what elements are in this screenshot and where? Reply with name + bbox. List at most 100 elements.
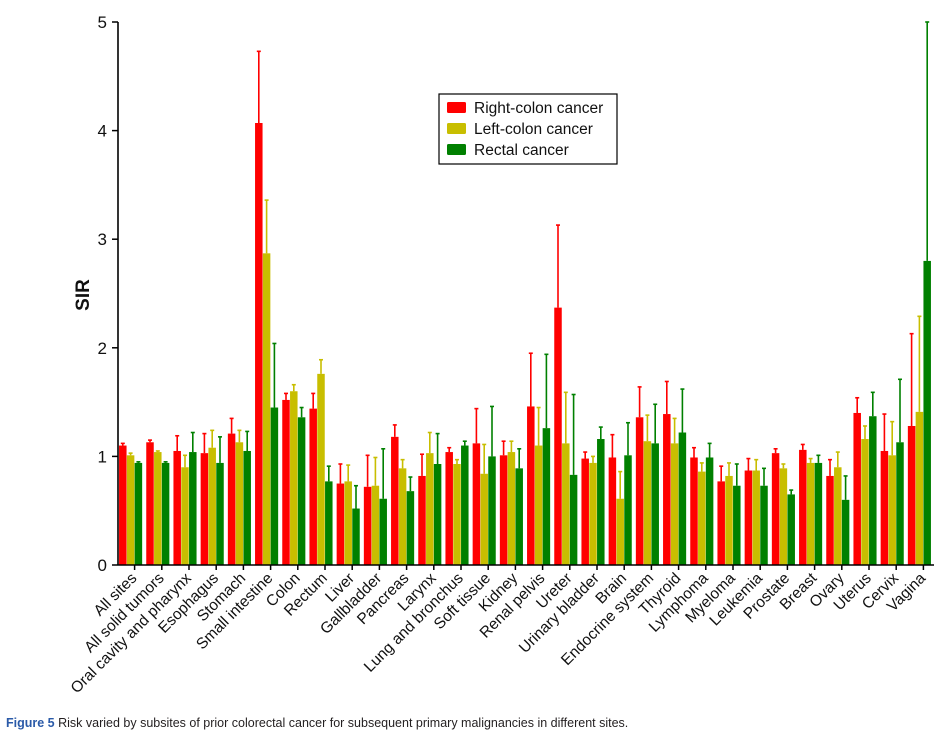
bar-left-colon-cancer-stomach — [235, 442, 244, 565]
bar-rectal-cancer-myeloma — [733, 485, 741, 565]
bar-right-colon-cancer-vagina — [907, 425, 916, 565]
y-tick-label: 3 — [98, 230, 107, 249]
bar-left-colon-cancer-oral-cavity-and-pharynx — [181, 467, 189, 565]
bar-left-colon-cancer-small-intestine — [262, 253, 271, 565]
bar-right-colon-cancer-stomach — [227, 433, 236, 565]
bar-rectal-cancer-oral-cavity-and-pharynx — [189, 452, 197, 565]
bar-rectal-cancer-pancreas — [406, 491, 415, 565]
y-tick-label: 4 — [98, 122, 107, 141]
bar-right-colon-cancer-small-intestine — [255, 123, 263, 565]
bar-rectal-cancer-liver — [352, 508, 360, 565]
caption-text: Risk varied by subsites of prior colorec… — [54, 716, 629, 730]
legend-swatch-right-colon-cancer — [447, 102, 466, 113]
bar-right-colon-cancer-renal-pelvis — [527, 406, 535, 565]
bar-rectal-cancer-ovary — [841, 499, 850, 565]
bar-rectal-cancer-colon — [297, 417, 306, 565]
bar-rectal-cancer-ureter — [569, 474, 578, 565]
bar-right-colon-cancer-prostate — [771, 453, 780, 565]
bar-right-colon-cancer-uterus — [853, 412, 861, 565]
bar-rectal-cancer-breast — [814, 462, 823, 565]
y-tick-label: 1 — [98, 447, 107, 466]
bar-right-colon-cancer-leukemia — [744, 470, 753, 565]
bar-right-colon-cancer-soft-tissue — [472, 443, 481, 565]
bar-rectal-cancer-soft-tissue — [488, 456, 496, 565]
y-tick-label: 2 — [98, 339, 107, 358]
bar-rectal-cancer-larynx — [433, 464, 442, 565]
error-bars-layer — [120, 21, 930, 509]
bar-left-colon-cancer-pancreas — [398, 468, 407, 565]
bar-rectal-cancer-renal-pelvis — [542, 428, 551, 565]
legend-swatch-left-colon-cancer — [447, 123, 466, 134]
bar-left-colon-cancer-leukemia — [752, 470, 760, 565]
bar-left-colon-cancer-renal-pelvis — [534, 445, 543, 565]
bar-right-colon-cancer-lung-and-bronchus — [445, 452, 453, 565]
bar-right-colon-cancer-oral-cavity-and-pharynx — [173, 450, 181, 565]
bar-left-colon-cancer-rectum — [317, 373, 325, 565]
bar-right-colon-cancer-colon — [282, 399, 290, 565]
bar-right-colon-cancer-breast — [799, 449, 807, 565]
bars-layer — [119, 123, 931, 565]
bar-rectal-cancer-vagina — [923, 260, 931, 565]
bar-rectal-cancer-uterus — [869, 416, 877, 565]
bar-right-colon-cancer-gallbladder — [363, 486, 372, 565]
legend: Right-colon cancer Left-colon cancer Recta… — [438, 93, 618, 165]
bar-right-colon-cancer-myeloma — [717, 481, 725, 565]
bar-left-colon-cancer-prostate — [779, 468, 788, 565]
bar-left-colon-cancer-cervix — [888, 455, 896, 565]
bar-rectal-cancer-stomach — [243, 450, 251, 565]
bar-rectal-cancer-small-intestine — [270, 407, 279, 565]
legend-swatch-rectal-cancer — [447, 144, 466, 155]
bar-right-colon-cancer-all-sites — [119, 445, 127, 565]
bar-left-colon-cancer-brain — [616, 498, 624, 565]
bar-left-colon-cancer-liver — [344, 481, 352, 565]
bar-left-colon-cancer-myeloma — [725, 475, 733, 565]
bar-left-colon-cancer-lung-and-bronchus — [453, 464, 461, 565]
bar-left-colon-cancer-ovary — [834, 467, 842, 565]
bar-left-colon-cancer-vagina — [915, 411, 924, 565]
bar-rectal-cancer-urinary-bladder — [597, 439, 605, 565]
bar-rectal-cancer-lung-and-bronchus — [461, 445, 469, 565]
bar-rectal-cancer-lymphoma — [705, 457, 714, 565]
bar-rectal-cancer-brain — [624, 455, 632, 565]
bar-right-colon-cancer-brain — [608, 457, 617, 565]
bar-left-colon-cancer-colon — [290, 391, 298, 565]
bar-rectal-cancer-leukemia — [760, 485, 768, 565]
bar-rectal-cancer-all-sites — [134, 462, 143, 565]
bar-right-colon-cancer-esophagus — [200, 453, 209, 565]
bar-rectal-cancer-rectum — [325, 481, 333, 565]
bar-right-colon-cancer-pancreas — [391, 436, 399, 565]
figure-label: Figure 5 — [6, 716, 55, 730]
bar-right-colon-cancer-all-solid-tumors — [146, 442, 154, 565]
bar-rectal-cancer-all-solid-tumors — [161, 462, 170, 565]
bar-right-colon-cancer-lymphoma — [690, 457, 698, 565]
bar-left-colon-cancer-all-solid-tumors — [154, 452, 162, 565]
bar-left-colon-cancer-soft-tissue — [480, 473, 488, 565]
bar-left-colon-cancer-endocrine-system — [643, 441, 652, 565]
bar-rectal-cancer-esophagus — [216, 462, 224, 565]
bar-left-colon-cancer-ureter — [562, 443, 570, 565]
y-axis-title: SIR — [73, 279, 94, 311]
legend-label-right-colon-cancer: Right-colon cancer — [474, 100, 603, 117]
bar-right-colon-cancer-ureter — [554, 307, 562, 565]
bar-left-colon-cancer-gallbladder — [371, 485, 380, 565]
axes-layer — [117, 22, 934, 570]
bar-right-colon-cancer-endocrine-system — [635, 417, 644, 565]
bar-right-colon-cancer-liver — [336, 483, 345, 565]
bar-left-colon-cancer-thyroid — [670, 443, 679, 565]
y-ticks-layer: 0 1 2 3 4 5 — [98, 13, 118, 575]
bar-right-colon-cancer-kidney — [499, 455, 508, 565]
bar-rectal-cancer-kidney — [515, 468, 523, 565]
bar-left-colon-cancer-esophagus — [208, 447, 216, 565]
bar-rectal-cancer-gallbladder — [379, 498, 387, 565]
bar-rectal-cancer-prostate — [787, 494, 795, 565]
legend-label-rectal-cancer: Rectal cancer — [474, 142, 569, 159]
bar-left-colon-cancer-lymphoma — [698, 471, 706, 565]
legend-box — [438, 93, 618, 165]
y-tick-label: 5 — [98, 13, 107, 32]
bar-right-colon-cancer-urinary-bladder — [581, 458, 589, 565]
bar-rectal-cancer-thyroid — [678, 432, 687, 565]
bar-left-colon-cancer-uterus — [861, 439, 869, 565]
bar-right-colon-cancer-thyroid — [663, 414, 671, 565]
